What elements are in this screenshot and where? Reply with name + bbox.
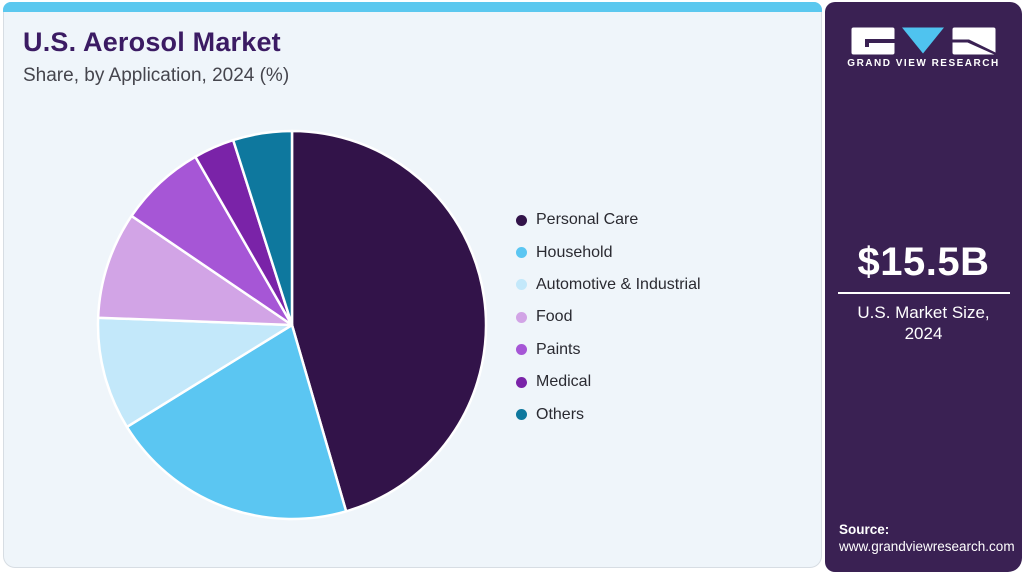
page-title: U.S. Aerosol Market bbox=[23, 27, 281, 57]
source-url: www.grandviewresearch.com bbox=[839, 539, 1015, 555]
legend-label: Medical bbox=[536, 373, 592, 391]
legend-label: Others bbox=[536, 405, 585, 423]
market-caption-line2: 2024 bbox=[904, 324, 943, 344]
legend-label: Paints bbox=[536, 340, 581, 358]
chart-card: U.S. Aerosol Market Share, by Applicatio… bbox=[3, 2, 822, 568]
pie-slice-automotive-industrial bbox=[96, 316, 294, 429]
pie-slice-others bbox=[231, 129, 294, 327]
legend-label: Household bbox=[536, 243, 613, 261]
legend: Personal Care Household Automotive & Ind… bbox=[516, 204, 701, 431]
source-block: Source: www.grandviewresearch.com bbox=[839, 521, 1015, 556]
brand-name: GRAND VIEW RESEARCH bbox=[847, 58, 1000, 69]
legend-item: Automotive & Industrial bbox=[516, 269, 701, 301]
legend-swatch-icon bbox=[516, 247, 527, 259]
legend-item: Others bbox=[516, 398, 701, 430]
page-subtitle: Share, by Application, 2024 (%) bbox=[23, 65, 290, 86]
legend-item: Paints bbox=[516, 334, 701, 366]
legend-label: Personal Care bbox=[536, 211, 639, 229]
legend-swatch-icon bbox=[516, 344, 527, 356]
market-size-block: $15.5B U.S. Market Size, 2024 bbox=[825, 240, 1022, 345]
legend-swatch-icon bbox=[516, 311, 527, 323]
legend-item: Food bbox=[516, 301, 701, 333]
source-label: Source: bbox=[839, 521, 890, 537]
legend-swatch-icon bbox=[516, 376, 527, 388]
market-size-caption: U.S. Market Size, 2024 bbox=[825, 302, 1022, 345]
sidebar: GRAND VIEW RESEARCH $15.5B U.S. Market S… bbox=[825, 2, 1022, 572]
legend-swatch-icon bbox=[516, 214, 527, 226]
market-caption-line1: U.S. Market Size, bbox=[857, 303, 990, 322]
pie-svg bbox=[96, 129, 488, 521]
legend-item: Medical bbox=[516, 366, 701, 398]
legend-item: Personal Care bbox=[516, 204, 701, 236]
legend-label: Automotive & Industrial bbox=[536, 275, 701, 293]
market-size-value: $15.5B bbox=[857, 240, 990, 284]
legend-swatch-icon bbox=[516, 409, 527, 421]
pie-chart bbox=[94, 127, 490, 523]
pie-slice-food bbox=[96, 214, 294, 327]
accent-topbar bbox=[3, 2, 822, 12]
pie-slice-household bbox=[125, 323, 348, 521]
grand-view-research-logo-icon bbox=[851, 27, 996, 55]
pie-slice-personal-care bbox=[290, 129, 488, 513]
legend-swatch-icon bbox=[516, 279, 527, 291]
legend-item: Household bbox=[516, 236, 701, 268]
legend-label: Food bbox=[536, 308, 573, 326]
market-size-divider bbox=[837, 292, 1010, 294]
chart-header: U.S. Aerosol Market Share, by Applicatio… bbox=[23, 27, 289, 87]
